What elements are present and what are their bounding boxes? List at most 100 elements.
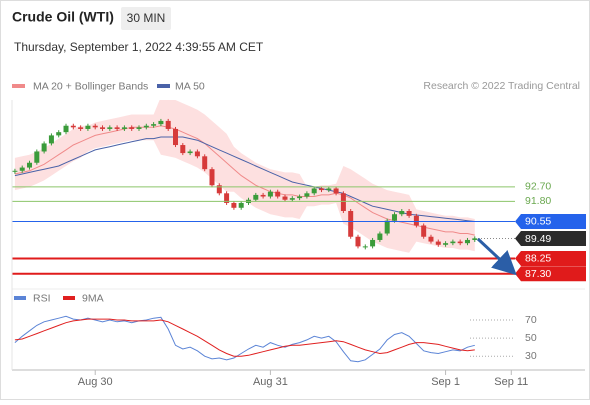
bollinger-band xyxy=(14,100,475,253)
candle xyxy=(165,120,171,129)
candle xyxy=(231,202,237,208)
candle xyxy=(428,236,434,242)
legend-label: RSI xyxy=(33,292,51,304)
candle xyxy=(326,188,332,191)
candle xyxy=(318,188,324,191)
candle xyxy=(253,194,259,200)
candle xyxy=(406,211,412,216)
x-tick-label: Sep 11 xyxy=(494,376,528,388)
candle xyxy=(457,241,463,244)
candle xyxy=(333,188,339,194)
candle xyxy=(348,211,354,237)
candle xyxy=(194,151,200,157)
ma-line xyxy=(14,136,475,222)
candle xyxy=(92,125,98,128)
candle xyxy=(267,191,273,197)
candle xyxy=(450,241,456,244)
timeframe-badge xyxy=(121,7,171,30)
candle xyxy=(224,193,230,203)
legend-label: MA 50 xyxy=(175,80,205,92)
level-label: 90.55 xyxy=(525,216,551,228)
candle xyxy=(209,169,215,186)
title: Crude Oil (WTI) xyxy=(12,9,114,25)
candle xyxy=(107,127,113,129)
legend-label: MA 20 + Bollinger Bands xyxy=(33,80,148,92)
candle xyxy=(151,124,157,126)
candle xyxy=(121,127,127,129)
y-tick-label: 70 xyxy=(525,314,537,326)
candle xyxy=(158,120,164,125)
candle xyxy=(180,145,186,154)
candle xyxy=(48,135,54,144)
candle xyxy=(85,125,91,129)
y-tick-label: 30 xyxy=(525,350,537,362)
legend-label: 9MA xyxy=(82,292,104,304)
candle xyxy=(384,220,390,234)
candle xyxy=(289,198,295,200)
candle xyxy=(282,196,288,200)
candle xyxy=(70,125,76,128)
level-label: 88.25 xyxy=(525,253,551,265)
candle xyxy=(27,162,33,168)
candle xyxy=(56,132,62,136)
candle xyxy=(78,127,84,129)
timestamp: Thursday, September 1, 2022 4:39:55 AM C… xyxy=(14,40,264,54)
level-box xyxy=(515,250,586,266)
candle xyxy=(41,143,47,152)
candle xyxy=(443,243,449,245)
candle xyxy=(63,125,69,133)
candle xyxy=(202,156,208,170)
x-tick-label: Sep 1 xyxy=(431,376,460,388)
y-tick-label: 50 xyxy=(525,332,537,344)
level-label: 87.30 xyxy=(525,268,551,280)
candle xyxy=(304,193,310,197)
candle xyxy=(435,241,441,245)
level-label: 92.70 xyxy=(525,181,551,193)
candle xyxy=(297,196,303,199)
candle xyxy=(370,239,376,247)
candle xyxy=(173,128,179,146)
candle xyxy=(187,151,193,154)
candle xyxy=(413,215,419,226)
candle xyxy=(355,236,361,247)
timeframe: 30 MIN xyxy=(127,11,166,25)
level-label: 89.49 xyxy=(525,233,551,245)
level-label: 91.80 xyxy=(525,195,551,207)
credit: Research © 2022 Trading Central xyxy=(423,80,580,92)
level-box xyxy=(515,213,586,229)
legend-swatch xyxy=(14,296,26,300)
candle xyxy=(275,191,281,197)
legend-swatch xyxy=(157,84,170,88)
candle xyxy=(391,214,397,221)
candle xyxy=(377,233,383,240)
candle xyxy=(114,127,120,129)
legend-swatch xyxy=(63,296,75,300)
x-tick-label: Aug 31 xyxy=(253,376,288,388)
candle xyxy=(260,194,266,197)
candle xyxy=(421,225,427,237)
candle xyxy=(129,127,135,129)
candle xyxy=(340,193,346,211)
level-box xyxy=(515,231,586,247)
candle xyxy=(216,185,222,194)
candle xyxy=(143,125,149,128)
forecast-arrow xyxy=(476,237,517,276)
candle xyxy=(34,151,40,163)
candle xyxy=(311,188,317,194)
x-tick-label: Aug 30 xyxy=(78,376,113,388)
candle xyxy=(362,246,368,248)
candle xyxy=(238,202,244,208)
candle xyxy=(399,211,405,215)
candle xyxy=(12,170,18,172)
candle xyxy=(464,239,470,244)
legend-swatch xyxy=(12,84,25,88)
candle xyxy=(19,167,25,171)
candle xyxy=(100,127,106,129)
price-panel xyxy=(12,100,478,253)
level-box xyxy=(515,266,586,282)
candle xyxy=(472,238,478,240)
candle xyxy=(136,127,142,129)
rsi-line xyxy=(14,318,475,357)
